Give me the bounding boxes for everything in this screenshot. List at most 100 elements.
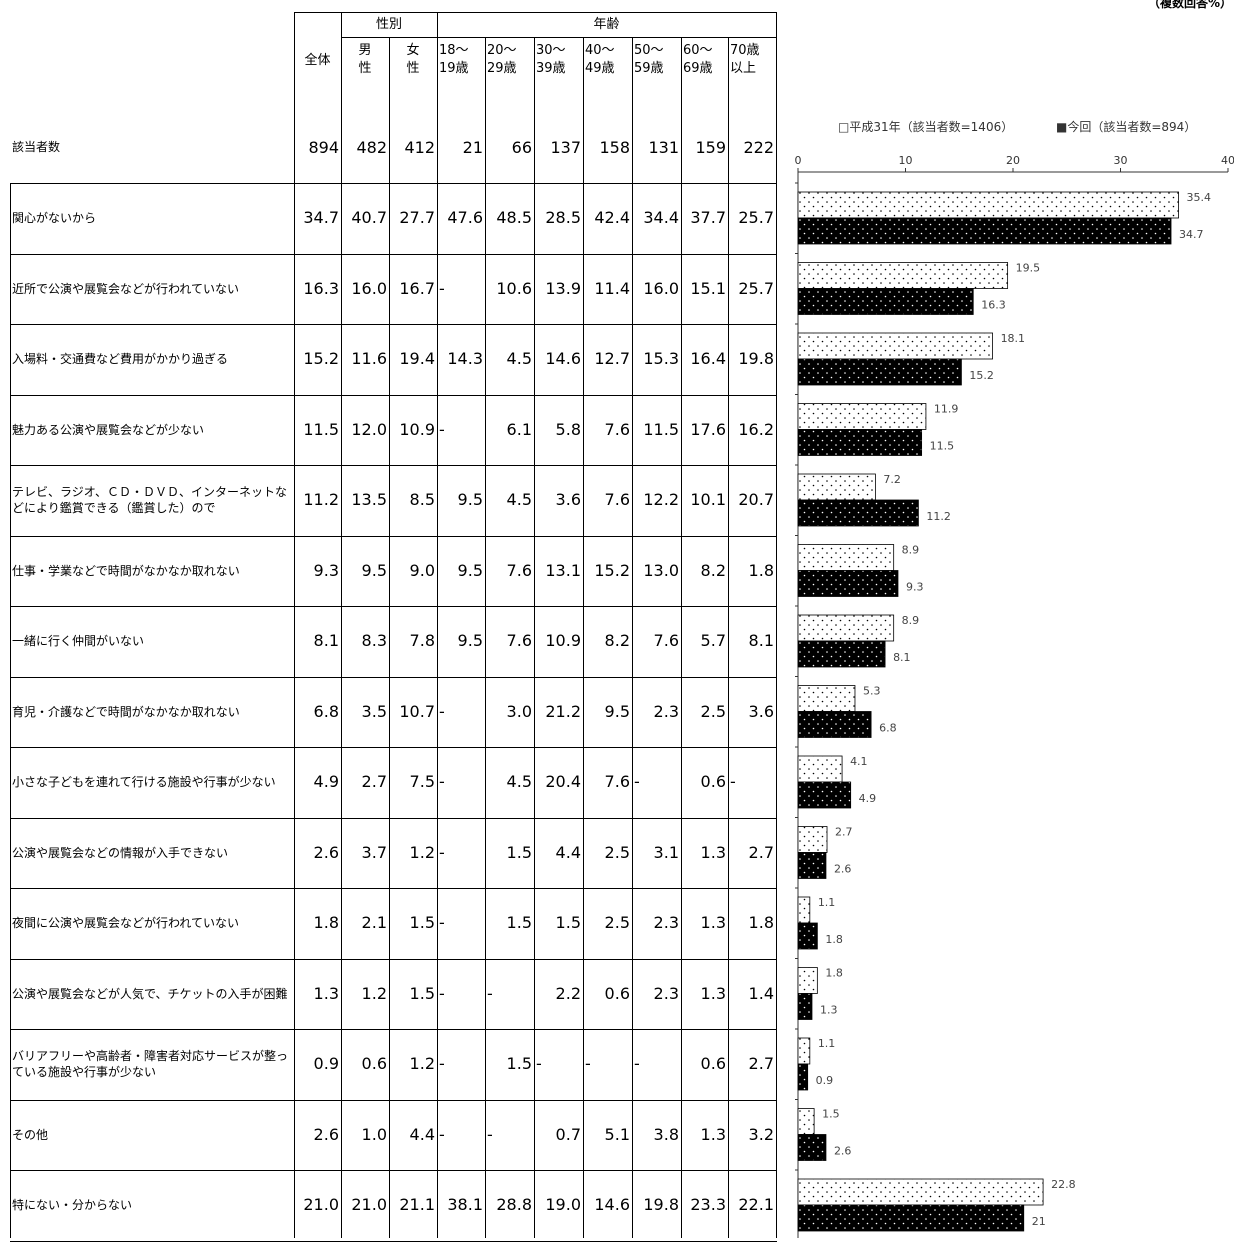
- value-cell: 13.0: [643, 560, 679, 580]
- value-cell: 4.5: [506, 349, 532, 368]
- row-label: 公演や展覧会などが人気で、チケットの入手が困難: [12, 986, 288, 1001]
- row-label: 仕事・学業などで時間がなかなか取れない: [12, 563, 240, 578]
- legend-prev: □平成31年（該当者数=1406）: [838, 118, 1013, 135]
- column-header-bottom: 性: [358, 61, 372, 76]
- column-header-top: 50～: [634, 43, 664, 58]
- header-age: 年齢: [593, 17, 620, 32]
- value-cell: 2.6: [313, 1124, 339, 1144]
- value-cell: 1.3: [700, 983, 726, 1003]
- column-header-bottom: 59歳: [634, 61, 664, 76]
- value-cell: -: [439, 1124, 445, 1144]
- value-cell: 2.7: [748, 1054, 774, 1073]
- value-cell: 2.5: [604, 842, 630, 862]
- bar-prev: [797, 826, 828, 853]
- bar-prev: [797, 967, 818, 994]
- bar-prev: [797, 191, 1179, 219]
- bar-value-label: 6.8: [879, 722, 897, 735]
- table-line: [10, 324, 777, 325]
- value-cell: 13.5: [351, 490, 387, 509]
- value-cell: 0.7: [555, 1124, 581, 1144]
- bar-prev: [797, 332, 993, 360]
- row-label: バリアフリーや高齢者・障害者対応サービスが整っている施設や行事が少ない: [12, 1049, 289, 1080]
- bar-prev: [797, 473, 876, 501]
- data-table: 全体 性別 年齢男性女性 18～ 19歳 20～ 29歳 30～ 39歳 40～ 49歳 50～ 59歳…: [10, 12, 777, 1242]
- value-cell: 2.3: [653, 913, 679, 932]
- value-cell: 14.3: [447, 349, 483, 368]
- table-line: [10, 253, 777, 255]
- value-cell: 1.8: [748, 913, 774, 932]
- bar-value-label: 11.5: [930, 440, 955, 453]
- value-cell: 4.9: [313, 772, 339, 791]
- column-header-top: 70歳: [730, 43, 760, 58]
- count-cell: 482: [356, 138, 387, 157]
- value-cell: 12.2: [643, 490, 679, 509]
- table-line: [10, 676, 777, 678]
- value-cell: 7.8: [409, 631, 435, 650]
- value-cell: 1.5: [409, 913, 435, 932]
- bar-current: [797, 922, 818, 950]
- table-line: [583, 37, 584, 1238]
- value-cell: 7.6: [653, 631, 679, 650]
- value-cell: 9.3: [313, 560, 339, 580]
- bar-value-label: 16.3: [981, 299, 1006, 312]
- value-cell: 8.1: [313, 631, 339, 650]
- bar-value-label: 8.9: [902, 614, 920, 627]
- bar-prev: [797, 262, 1009, 289]
- value-cell: 8.2: [604, 631, 630, 650]
- column-header-bottom: 69歳: [683, 61, 713, 76]
- table-line: [10, 183, 11, 1238]
- bar-current: [797, 429, 923, 456]
- table-line: [10, 958, 777, 960]
- value-cell: 8.2: [700, 560, 726, 580]
- table-line: [10, 817, 777, 819]
- bar-prev: [797, 614, 895, 642]
- value-cell: 13.1: [545, 560, 581, 580]
- row-label: 育児・介護などで時間がなかなか取れない: [12, 704, 240, 719]
- count-cell: 412: [404, 138, 435, 157]
- value-cell: 2.6: [313, 842, 339, 862]
- value-cell: 2.3: [653, 701, 679, 721]
- value-cell: 3.1: [653, 842, 679, 862]
- value-cell: 23.3: [690, 1195, 726, 1214]
- bar-value-label: 2.7: [835, 826, 853, 839]
- value-cell: 15.3: [643, 349, 679, 368]
- value-cell: 1.5: [506, 1054, 532, 1073]
- table-line: [10, 1240, 777, 1242]
- value-cell: 1.5: [555, 913, 581, 932]
- value-cell: -: [634, 772, 640, 791]
- value-cell: 1.3: [313, 983, 339, 1003]
- value-cell: 10.1: [690, 490, 726, 509]
- x-tick-label: 0: [795, 154, 802, 167]
- row-label: その他: [12, 1127, 49, 1142]
- row-label: 入場料・交通費など費用がかかり過ぎる: [12, 352, 229, 367]
- bar-current: [797, 711, 872, 738]
- bar-current: [797, 1063, 809, 1091]
- value-cell: 10.7: [399, 701, 435, 721]
- table-line: [681, 37, 682, 1238]
- value-cell: 8.5: [409, 490, 435, 509]
- legend-current-marker: ■: [1056, 120, 1068, 134]
- row-label: 一緒に行く仲間がいない: [12, 634, 145, 649]
- value-cell: 19.4: [399, 349, 435, 368]
- value-cell: 9.5: [604, 701, 630, 721]
- bar-prev: [797, 544, 895, 571]
- value-cell: 20.7: [738, 490, 774, 509]
- value-cell: 1.3: [700, 842, 726, 862]
- bar-value-label: 2.6: [834, 1145, 852, 1158]
- x-tick-label: 20: [1006, 154, 1020, 167]
- value-cell: 7.5: [409, 772, 435, 791]
- row-label: 魅力ある公演や展覧会などが少ない: [12, 422, 205, 437]
- value-cell: 4.4: [409, 1124, 435, 1144]
- bar-value-label: 22.8: [1051, 1178, 1076, 1191]
- legend-prev-label: 平成31年（該当者数=1406）: [849, 120, 1014, 134]
- value-cell: 5.7: [700, 631, 726, 650]
- bar-value-label: 9.3: [906, 581, 924, 594]
- value-cell: 28.8: [496, 1195, 532, 1214]
- value-cell: 1.2: [409, 842, 435, 862]
- table-line: [294, 12, 295, 1238]
- table-line: [341, 12, 342, 1238]
- value-cell: 15.2: [303, 349, 339, 368]
- value-cell: 8.1: [748, 631, 774, 650]
- value-cell: 15.1: [690, 278, 726, 298]
- value-cell: 16.3: [303, 278, 339, 298]
